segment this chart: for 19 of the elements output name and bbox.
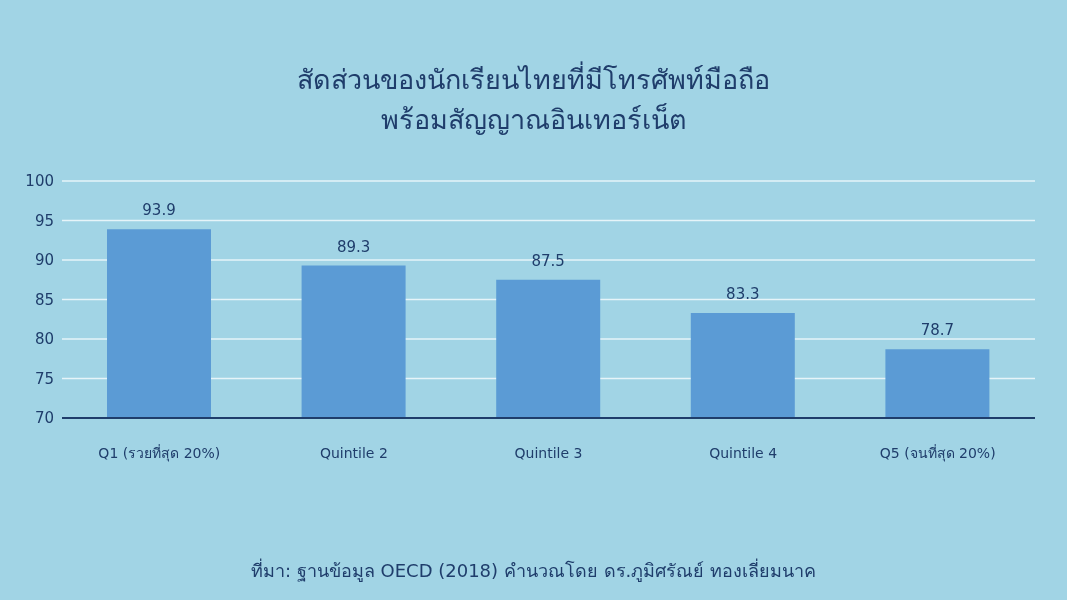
data-label: 89.3: [336, 237, 371, 256]
x-tick-label: Q5 (จนที่สุด 20%): [879, 443, 996, 462]
data-label: 87.5: [531, 251, 565, 270]
y-tick-label: 95: [34, 211, 54, 230]
data-label: 93.9: [142, 201, 176, 220]
y-tick-label: 70: [34, 409, 54, 428]
x-tick-label: Quintile 4: [709, 444, 778, 461]
data-label: 78.7: [920, 321, 955, 340]
y-tick-label: 100: [25, 172, 54, 191]
y-tick-label: 90: [34, 251, 54, 270]
y-tick-label: 85: [34, 290, 54, 309]
x-tick-label: Quintile 3: [514, 444, 583, 461]
y-tick-label: 80: [34, 330, 54, 349]
data-label: 83.3: [726, 284, 760, 303]
x-tick-label: Q1 (รวยที่สุด 20%): [98, 443, 221, 462]
text: ที่มา: ฐานข้อมูล OECD (2018) คำนวณโดย ดร.ภูมิศรัณย์ ทองเลี่ยมนาค: [250, 557, 817, 584]
chart-title: สัดส่วนของนักเรียนไทยที่มีโทรศัพท์มือถือ พร้อมสัญญาณอินเทอร์เน็ต: [296, 60, 771, 137]
x-tick-label: Quintile 2: [319, 444, 388, 461]
y-tick-label: 75: [34, 369, 54, 388]
